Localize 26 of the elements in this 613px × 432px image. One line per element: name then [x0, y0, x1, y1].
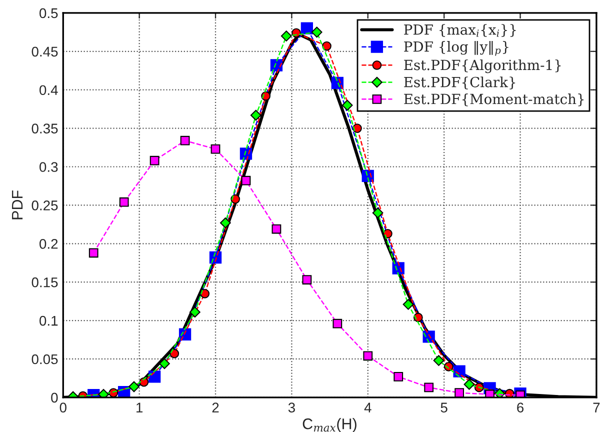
- y-axis-title: PDF: [12, 190, 23, 220]
- y-tick-label: 0.1: [40, 316, 58, 326]
- legend-label: Est.PDF{Moment-match}: [404, 93, 584, 106]
- x-tick-label: 5: [440, 402, 448, 413]
- y-tick-label: 0.2: [40, 238, 58, 249]
- y-tick-label: 0.35: [32, 124, 58, 134]
- x-tick-label: 2: [212, 402, 219, 412]
- legend-label: Est.PDF{Clark}: [404, 76, 516, 90]
- y-tick-label: 0.4: [40, 85, 58, 96]
- x-tick-label: 3: [288, 402, 295, 413]
- x-tick-label: 6: [517, 402, 524, 413]
- y-tick-label: 0.25: [32, 200, 58, 210]
- y-tick-label: 0: [51, 392, 58, 403]
- y-tick-label: 0.15: [32, 277, 58, 288]
- legend-label: PDF {log ‖y‖$_{p}$}: [404, 40, 508, 56]
- y-tick-label: 0.5: [40, 8, 58, 18]
- legend-label: Est.PDF{Algorithm-1}: [404, 59, 561, 74]
- x-tick-label: 4: [364, 402, 372, 412]
- y-tick-label: 0.45: [32, 46, 58, 57]
- x-tick-label: 0: [60, 402, 66, 413]
- y-tick-label: 0.3: [40, 162, 58, 172]
- x-axis-title: C$_{max}$(H): [302, 418, 356, 432]
- legend-label: PDF {max$_{i}${x$_{i}$}}: [404, 24, 516, 37]
- x-tick-label: 7: [593, 402, 600, 412]
- y-tick-label: 0.05: [32, 354, 58, 364]
- x-tick-label: 1: [136, 402, 143, 412]
